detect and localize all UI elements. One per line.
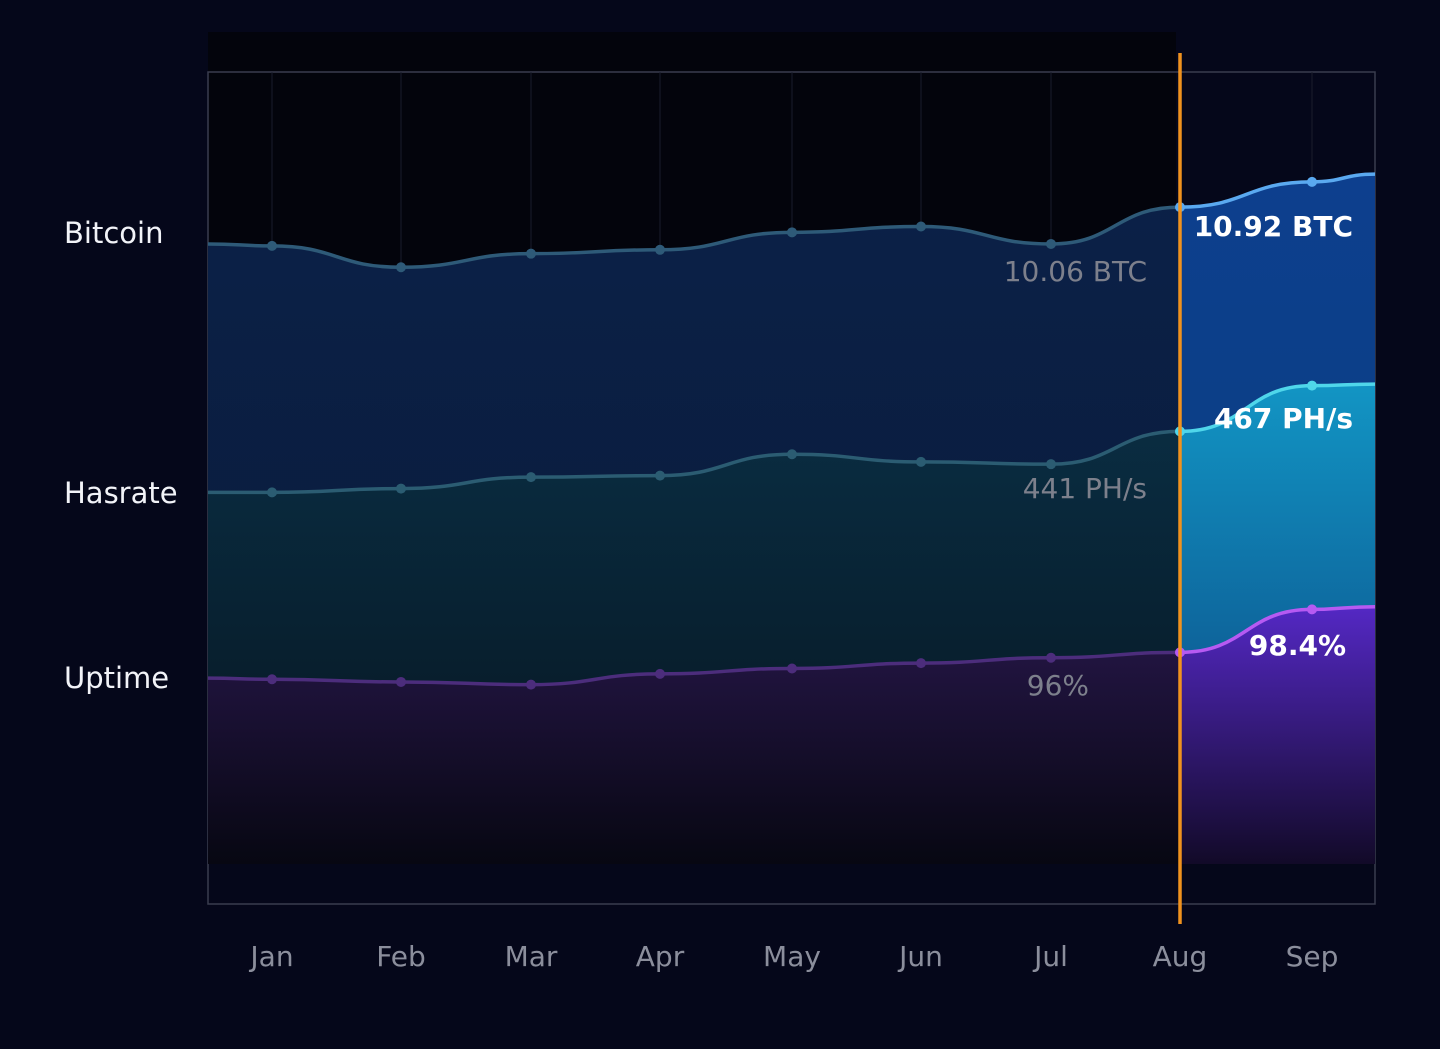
bitcoin-current-label: 10.92 BTC <box>1194 210 1353 243</box>
x-tick-label: May <box>763 940 821 973</box>
uptime-point-jan <box>267 674 277 685</box>
uptime-line-current <box>1180 604 1375 655</box>
uptime-point-mar <box>526 679 536 690</box>
hasrate-point-apr <box>655 470 665 481</box>
x-tick-label: Feb <box>376 940 426 973</box>
bitcoin-point-jan <box>267 240 277 251</box>
series-areas <box>208 174 1375 864</box>
series-name-hasrate: Hasrate <box>64 476 178 510</box>
hasrate-point-jan <box>267 487 277 498</box>
bitcoin-point-apr <box>655 244 665 255</box>
uptime-past-label: 96% <box>1027 669 1089 702</box>
hasrate-point-jul <box>1046 459 1056 470</box>
x-tick-label: Sep <box>1286 940 1339 973</box>
series-name-bitcoin: Bitcoin <box>64 216 163 250</box>
uptime-current-label: 98.4% <box>1249 629 1346 662</box>
uptime-point-apr <box>655 668 665 679</box>
bitcoin-point-may <box>787 227 797 238</box>
series-names: Bitcoin Hasrate Uptime <box>64 216 178 695</box>
bitcoin-point-mar <box>526 248 536 259</box>
hasrate-point-feb <box>396 483 406 494</box>
x-tick-label: Aug <box>1153 940 1208 973</box>
bitcoin-point-jun <box>916 221 926 232</box>
hasrate-point-sep <box>1307 380 1317 391</box>
x-axis-ticks: Jan Feb Mar Apr May Jun Jul Aug Sep <box>248 940 1338 973</box>
bitcoin-point-jul <box>1046 238 1056 249</box>
value-labels: 10.06 BTC 10.92 BTC 441 PH/s 467 PH/s 96… <box>1004 210 1353 702</box>
hasrate-point-may <box>787 449 797 460</box>
hasrate-point-jun <box>916 456 926 467</box>
uptime-point-may <box>787 663 797 674</box>
uptime-point-jun <box>916 658 926 669</box>
hasrate-line-current <box>1180 382 1375 434</box>
x-tick-label: Jan <box>248 940 293 973</box>
uptime-area-current <box>1180 606 1375 864</box>
hasrate-point-mar <box>526 472 536 483</box>
series-name-uptime: Uptime <box>64 661 169 695</box>
bitcoin-point-sep <box>1307 176 1317 187</box>
hasrate-past-label: 441 PH/s <box>1023 472 1147 505</box>
uptime-point-sep <box>1307 604 1317 615</box>
x-tick-label: Mar <box>505 940 558 973</box>
series-points <box>267 176 1317 690</box>
x-tick-label: Jun <box>897 940 943 973</box>
bitcoin-point-feb <box>396 262 406 273</box>
uptime-area-past <box>208 652 1180 864</box>
bitcoin-line-current <box>1180 172 1375 209</box>
x-tick-label: Jul <box>1032 940 1068 973</box>
x-tick-label: Apr <box>636 940 685 973</box>
hasrate-current-label: 467 PH/s <box>1214 402 1353 435</box>
uptime-point-feb <box>396 676 406 687</box>
uptime-point-jul <box>1046 652 1056 663</box>
bitcoin-past-label: 10.06 BTC <box>1004 255 1147 288</box>
